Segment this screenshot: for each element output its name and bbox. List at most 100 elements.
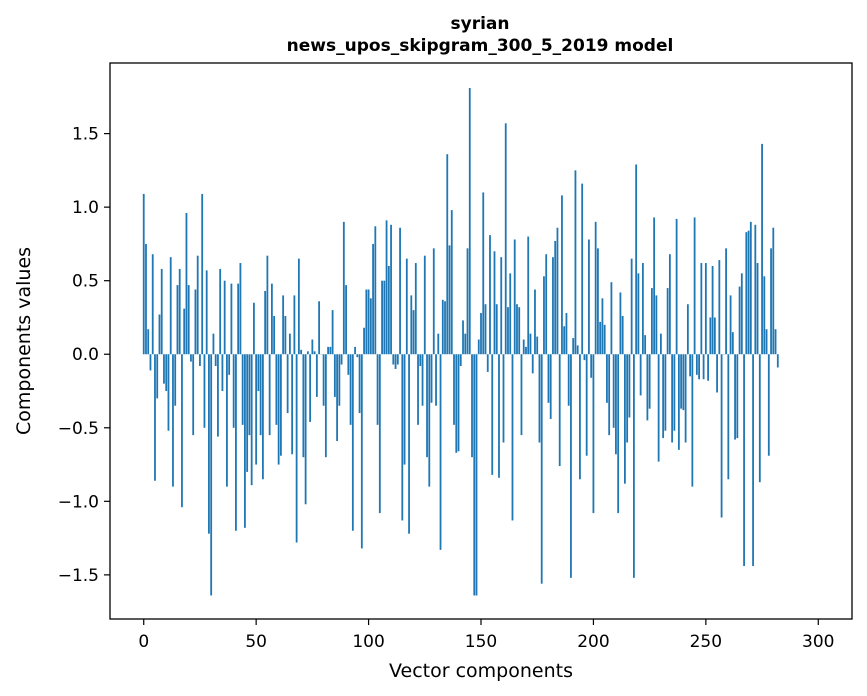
bar-7 [158,314,161,355]
bar-249 [702,354,705,380]
bar-83 [329,346,332,355]
bar-15 [176,285,179,355]
bar-2 [147,329,150,355]
bar-68 [295,354,298,543]
bar-65 [288,333,291,355]
bar-82 [327,346,329,355]
bar-278 [767,354,770,456]
bar-237 [675,218,678,355]
bar-178 [543,276,545,355]
bar-27 [203,354,206,428]
bar-106 [381,280,383,355]
bar-132 [439,354,442,550]
bar-248 [700,263,703,355]
bar-259 [725,248,727,355]
bar-135 [446,154,449,355]
bar-56 [268,354,271,436]
y-tick-label: 1.5 [72,125,99,145]
bar-26 [201,193,204,355]
bar-206 [606,354,608,403]
bar-252 [709,317,712,355]
bar-114 [399,227,401,355]
bar-155 [491,354,494,475]
bar-64 [286,354,289,414]
bar-140 [457,354,460,452]
bar-22 [192,354,195,436]
bar-251 [707,354,709,381]
bar-41 [235,354,237,531]
bar-216 [628,354,631,418]
bar-174 [534,289,536,355]
bar-104 [376,354,379,425]
bar-71 [302,354,305,458]
bar-125 [423,255,426,355]
bar-236 [673,354,676,431]
bar-146 [471,354,473,458]
bar-181 [549,354,552,419]
bar-76 [313,351,316,355]
bar-197 [585,354,588,456]
bar-42 [237,283,240,355]
y-axis-label: Components values [13,247,35,435]
bar-18 [183,308,186,355]
bar-117 [405,258,408,355]
bar-98 [363,327,365,355]
bar-244 [691,354,694,487]
bar-122 [417,354,419,425]
bar-85 [333,354,336,397]
bar-47 [248,354,251,436]
bar-214 [624,354,626,484]
bar-158 [498,354,500,478]
bar-11 [167,354,170,431]
bar-238 [677,354,680,450]
bar-262 [731,332,734,355]
bar-20 [187,285,190,355]
bar-102 [372,243,374,355]
bar-28 [205,270,208,355]
bar-176 [538,354,541,443]
bar-162 [507,307,509,355]
bar-52 [259,354,262,436]
x-axis-ticks: 0 50 100 150 200 250 300 [138,619,834,652]
x-tick-label: 50 [245,632,267,652]
bar-101 [369,298,372,355]
bar-209 [612,354,615,428]
bar-210 [615,354,617,455]
bar-230 [659,333,662,355]
bar-92 [349,354,352,425]
y-tick-label: −1.5 [58,566,99,586]
bar-208 [610,282,613,355]
bar-153 [486,354,489,372]
bar-205 [603,324,606,355]
bar-134 [444,301,446,355]
bar-274 [758,354,761,483]
bar-16 [178,268,181,355]
bar-159 [500,257,503,355]
bar-33 [217,354,219,437]
x-tick-label: 200 [577,632,609,652]
bar-165 [513,239,516,355]
bar-220 [637,273,640,355]
bar-128 [430,354,433,403]
bar-61 [279,354,282,456]
bar-222 [641,263,644,355]
bar-136 [448,245,451,355]
bar-55 [266,255,269,355]
bar-147 [473,354,476,596]
bar-255 [716,354,718,393]
bar-84 [331,310,334,355]
bar-173 [531,354,534,374]
bar-29 [208,354,210,534]
bar-123 [419,354,422,367]
bar-149 [477,339,480,355]
bar-224 [646,354,649,421]
bar-154 [489,235,491,355]
bar-58 [273,315,276,355]
bar-188 [565,313,568,355]
bar-57 [270,283,273,355]
bar-51 [257,354,260,392]
bar-25 [199,354,201,367]
chart-title-line2: news_upos_skipgram_300_5_2019 model [287,36,674,56]
bar-103 [374,226,377,355]
bar-44 [241,354,244,425]
